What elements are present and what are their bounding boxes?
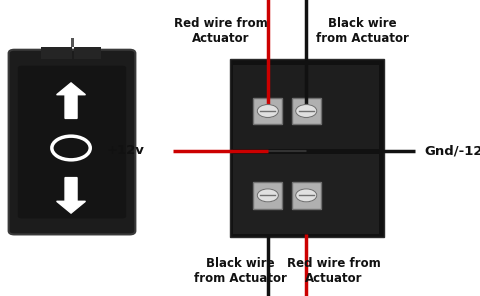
- Circle shape: [257, 189, 278, 202]
- Bar: [292, 182, 321, 209]
- Text: Black wire
from Actuator: Black wire from Actuator: [316, 17, 409, 45]
- Text: Gnd/-12v: Gnd/-12v: [425, 144, 480, 157]
- Bar: [74, 47, 101, 59]
- Bar: [71, 38, 74, 47]
- Circle shape: [257, 104, 278, 118]
- FancyArrow shape: [57, 178, 85, 213]
- Text: Red wire from
Actuator: Red wire from Actuator: [287, 257, 381, 285]
- Bar: [292, 98, 321, 124]
- FancyArrow shape: [57, 83, 85, 118]
- Bar: [230, 59, 384, 237]
- Bar: [233, 65, 379, 149]
- Bar: [233, 154, 379, 234]
- FancyBboxPatch shape: [9, 50, 135, 234]
- Circle shape: [296, 189, 317, 202]
- Text: +12v: +12v: [106, 144, 144, 157]
- FancyBboxPatch shape: [18, 66, 126, 218]
- Text: Red wire from
Actuator: Red wire from Actuator: [174, 17, 268, 45]
- Bar: [41, 47, 72, 59]
- Bar: [253, 182, 282, 209]
- Circle shape: [296, 104, 317, 118]
- Bar: [253, 98, 282, 124]
- Text: Black wire
from Actuator: Black wire from Actuator: [193, 257, 287, 285]
